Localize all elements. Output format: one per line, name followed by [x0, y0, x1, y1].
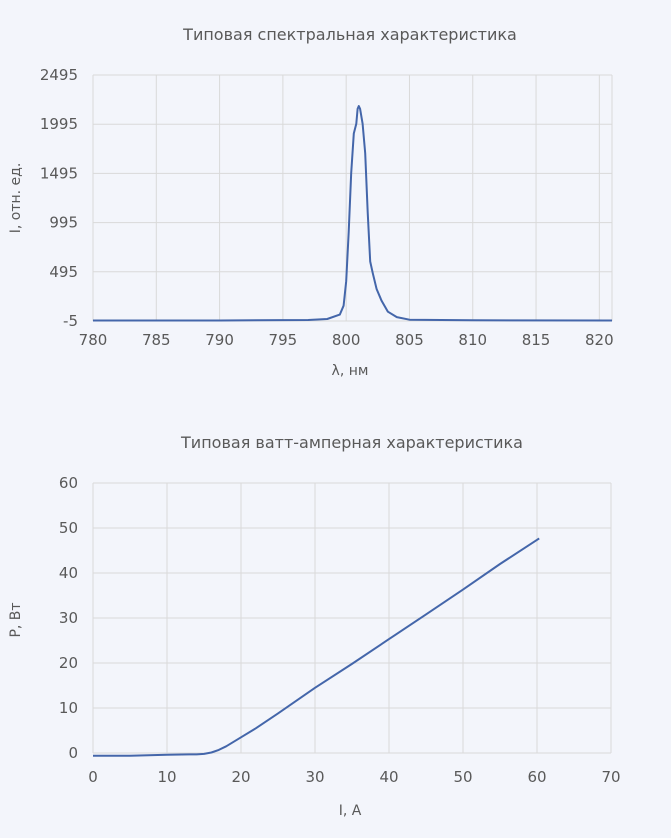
power-current-x-tick-label: 50 [453, 768, 472, 786]
spectral-y-tick-label: 495 [49, 263, 78, 281]
power-current-x-axis-label: I, A [339, 803, 362, 819]
spectral-y-axis-label: I, отн. ед. [8, 163, 24, 234]
spectral-y-tick-label: 2495 [40, 66, 78, 84]
power-current-x-tick-label: 70 [601, 768, 620, 786]
power-current-x-tick-label: 40 [379, 768, 398, 786]
spectral-x-tick-label: 805 [395, 331, 424, 349]
power-current-series-line [93, 537, 540, 757]
power-current-grid [92, 482, 612, 754]
spectral-x-tick-label: 815 [522, 331, 551, 349]
power-current-y-tick-label: 60 [59, 474, 78, 492]
power-current-y-axis-label: P, Вт [8, 602, 24, 637]
spectral-y-tick-label: -5 [63, 312, 78, 330]
spectral-y-tick-label: 995 [49, 214, 78, 232]
power-current-x-tick-label: 0 [88, 768, 98, 786]
spectral-x-tick-label: 780 [79, 331, 108, 349]
power-current-chart-title: Типовая ватт-амперная характеристика [180, 433, 523, 452]
power-current-series [93, 537, 540, 757]
power-current-x-tick-label: 10 [157, 768, 176, 786]
spectral-chart: Типовая спектральная характеристика 780 7… [8, 25, 614, 379]
spectral-x-tick-label: 800 [332, 331, 361, 349]
spectral-y-tick-label: 1995 [40, 115, 78, 133]
power-current-chart: Типовая ватт-амперная характеристика 0 10… [8, 433, 621, 819]
spectral-series-line [93, 105, 613, 322]
power-current-x-tick-label: 60 [527, 768, 546, 786]
spectral-chart-title: Типовая спектральная характеристика [182, 25, 517, 44]
power-current-y-tick-label: 50 [59, 519, 78, 537]
spectral-x-tick-label: 790 [205, 331, 234, 349]
power-current-y-tick-label: 30 [59, 609, 78, 627]
power-current-y-tick-label: 40 [59, 564, 78, 582]
spectral-y-tick-label: 1495 [40, 164, 78, 182]
spectral-ticks: 780 785 790 795 800 805 810 815 820 -5 495 995 1495 1… [40, 66, 614, 349]
power-current-y-tick-label: 20 [59, 654, 78, 672]
spectral-x-axis-label: λ, нм [332, 363, 369, 379]
power-current-x-tick-label: 30 [305, 768, 324, 786]
spectral-series [93, 105, 613, 322]
spectral-x-tick-label: 810 [458, 331, 487, 349]
spectral-grid [92, 74, 613, 322]
power-current-y-tick-label: 0 [68, 744, 78, 762]
spectral-x-tick-label: 785 [142, 331, 171, 349]
power-current-ticks: 0 10 20 30 40 50 60 70 0 10 20 30 40 50 60 [59, 474, 621, 786]
spectral-x-tick-label: 795 [269, 331, 298, 349]
power-current-x-tick-label: 20 [231, 768, 250, 786]
spectral-x-tick-label: 820 [585, 331, 614, 349]
power-current-y-tick-label: 10 [59, 699, 78, 717]
